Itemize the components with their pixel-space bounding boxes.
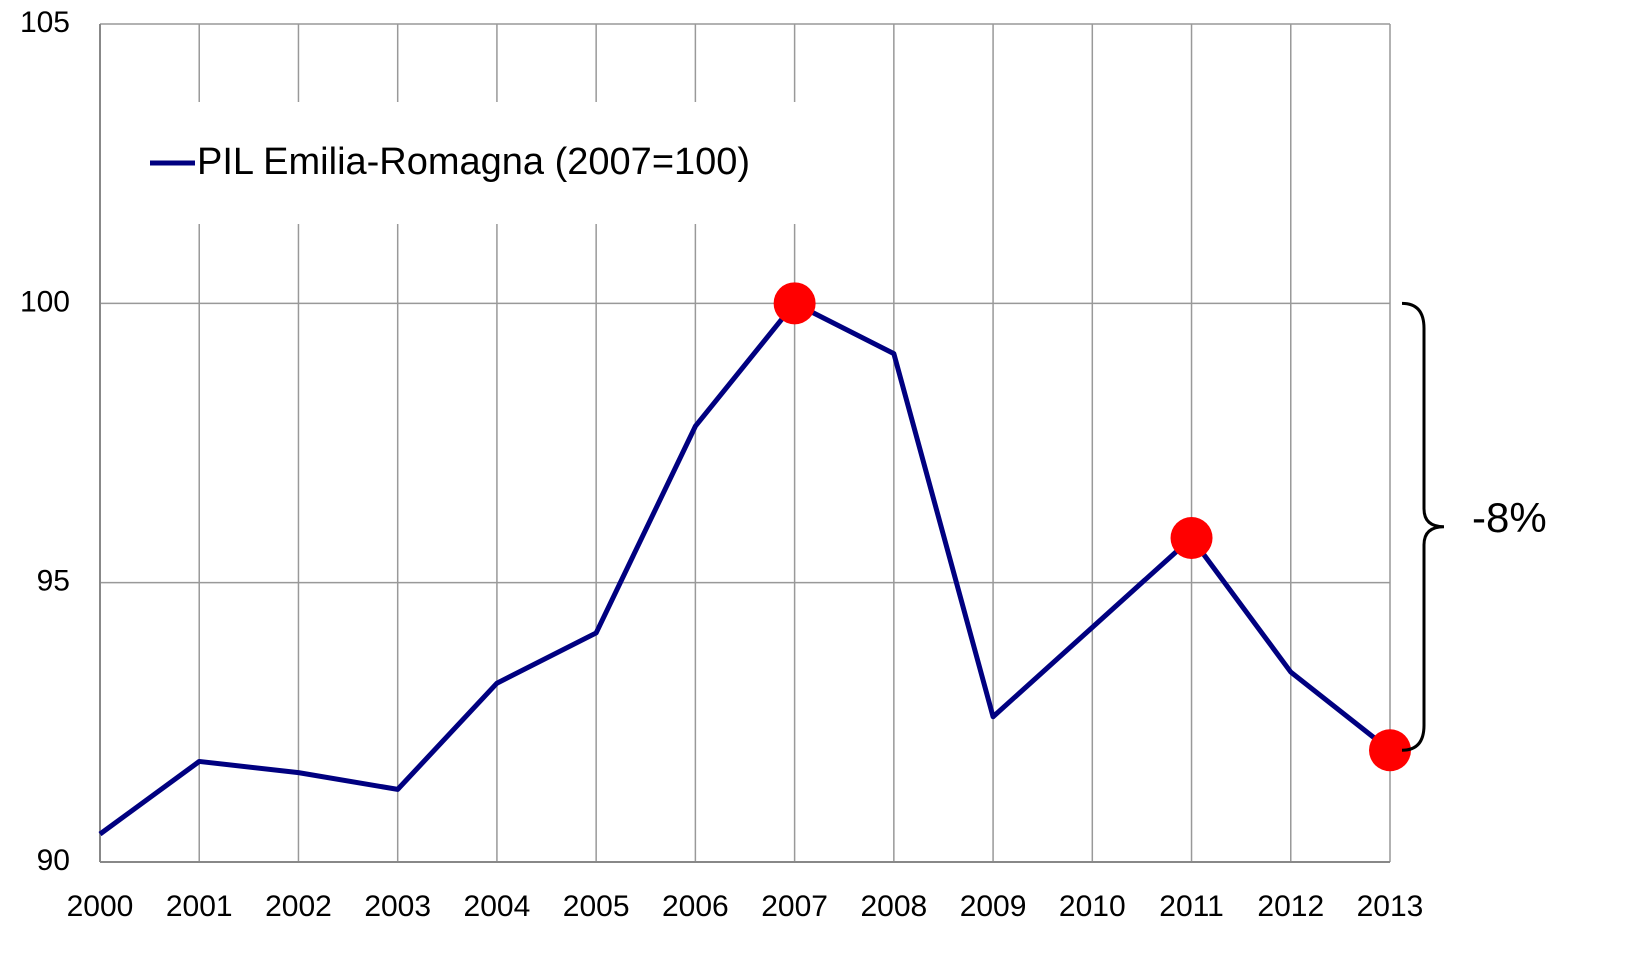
x-tick-label: 2013 — [1357, 890, 1424, 923]
annotation: -8% — [1472, 494, 1547, 541]
x-tick-label: 2011 — [1159, 890, 1224, 923]
highlight-marker — [1170, 516, 1213, 559]
x-tick-label: 2006 — [662, 890, 729, 923]
x-tick-label: 2004 — [464, 890, 531, 923]
legend-label: PIL Emilia-Romagna (2007=100) — [197, 141, 750, 183]
x-tick-label: 2002 — [265, 890, 332, 923]
x-tick-label: 2008 — [860, 890, 927, 923]
legend-box — [130, 102, 880, 224]
line — [98, 300, 1392, 837]
x-tick-label: 2010 — [1059, 890, 1126, 923]
y-tick-label: 105 — [20, 6, 70, 39]
y-tick-label: 100 — [20, 285, 70, 318]
highlight-marker — [1369, 729, 1411, 772]
brace — [1401, 301, 1445, 752]
highlight-marker — [773, 282, 816, 325]
x-tick-label: 2003 — [364, 890, 431, 923]
x-tick-label: 2005 — [563, 890, 630, 923]
x-tick-label: 2012 — [1257, 890, 1324, 923]
x-tick-label: 2001 — [166, 890, 233, 923]
x-tick-label: 2007 — [761, 890, 828, 923]
y-tick-label: 95 — [37, 565, 70, 598]
x-tick-label: 2000 — [67, 890, 134, 923]
y-tick-label: 90 — [37, 844, 70, 877]
x-tick-label: 2009 — [960, 890, 1027, 923]
